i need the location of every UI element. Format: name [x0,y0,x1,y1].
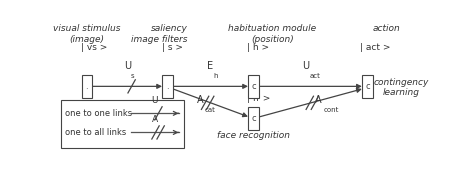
Text: (position): (position) [251,35,294,44]
Text: contingency
learning: contingency learning [373,78,428,97]
Text: (image): (image) [69,35,104,44]
Text: U: U [124,61,131,71]
Bar [248,107,259,130]
Text: | act >: | act > [360,43,390,52]
Text: cont: cont [324,107,339,113]
Text: E: E [207,61,213,71]
Text: c: c [252,114,256,123]
Text: | fr >: | fr > [246,94,270,103]
Text: one to all links: one to all links [65,128,126,137]
Text: saliency: saliency [151,24,188,34]
Text: visual stimulus: visual stimulus [53,24,120,34]
Bar [82,75,92,98]
Text: action: action [372,24,400,34]
Text: U: U [302,61,309,71]
Text: .: . [85,82,88,91]
Text: habituation module: habituation module [228,24,316,34]
Text: | h >: | h > [246,43,269,52]
Text: A: A [315,95,321,106]
Text: A: A [197,95,204,106]
Text: h: h [213,73,218,79]
Text: image filters: image filters [131,35,187,44]
Text: U: U [152,96,158,105]
Text: .: . [166,82,169,91]
Text: s: s [131,73,135,79]
Text: c: c [252,82,256,91]
Bar [248,75,259,98]
Text: c: c [365,82,370,91]
Text: one to one links: one to one links [65,109,132,118]
Bar [61,100,184,148]
Text: face recognition: face recognition [218,131,291,140]
Text: cat: cat [205,107,216,113]
Text: | vs >: | vs > [82,43,108,52]
Bar [362,75,374,98]
Text: act: act [310,73,320,79]
Text: A: A [152,115,158,124]
Bar [163,75,173,98]
Text: | s >: | s > [162,43,183,52]
